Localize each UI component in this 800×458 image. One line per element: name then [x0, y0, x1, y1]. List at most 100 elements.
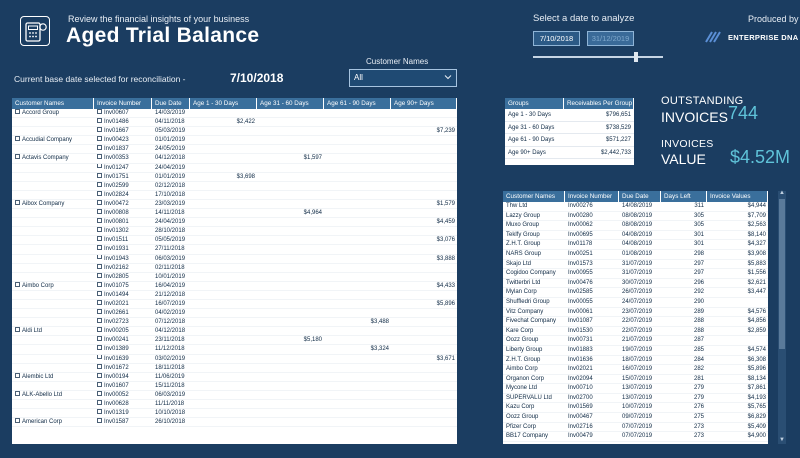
col-due-customer[interactable]: Customer Names	[503, 191, 565, 202]
customer-filter-label: Customer Names	[366, 57, 429, 66]
expand-icon[interactable]	[97, 318, 102, 324]
expand-icon[interactable]	[97, 254, 102, 260]
date-start-input[interactable]: 7/10/2018	[533, 31, 580, 46]
age-bucket-cell	[324, 191, 391, 199]
expand-icon[interactable]	[97, 163, 102, 169]
expand-icon[interactable]	[15, 372, 20, 378]
invoice-number: Inv02824	[104, 191, 129, 198]
expand-icon[interactable]	[97, 218, 102, 224]
amount-value: $9,059	[436, 273, 455, 280]
expand-icon[interactable]	[15, 281, 20, 287]
expand-icon[interactable]	[97, 145, 102, 151]
age-bucket-cell	[190, 327, 257, 335]
col-due-date2[interactable]: Due Date	[619, 191, 661, 202]
customer-cell: Accudial Company	[12, 136, 94, 144]
due-date-cell: 02/12/2018	[155, 182, 186, 189]
days-left: 297	[693, 270, 704, 277]
expand-icon[interactable]	[15, 136, 20, 142]
age-bucket-cell: $5,896	[391, 300, 457, 308]
age-bucket-cell	[257, 191, 324, 199]
col-days-left[interactable]: Days Left	[661, 191, 707, 202]
col-customer-names[interactable]: Customer Names	[12, 98, 94, 109]
col-age-31-60[interactable]: Age 31 - 60 Days	[257, 98, 324, 109]
amount-value: $4,459	[436, 219, 455, 226]
table-row: Vitz Company Inv00061 23/07/2019 289 $4,576	[503, 308, 768, 318]
expand-icon[interactable]	[97, 154, 102, 160]
age-bucket-cell	[190, 154, 257, 162]
expand-icon[interactable]	[97, 336, 102, 342]
expand-icon[interactable]	[15, 390, 20, 396]
amount-value: $7,586	[303, 264, 322, 271]
expand-icon[interactable]	[97, 281, 102, 287]
table-row: Muxo Group Inv00062 08/08/2019 305 $2,563	[503, 221, 768, 231]
age-bucket-cell: $7,406	[257, 182, 324, 190]
scroll-up-icon[interactable]: ▲	[779, 190, 785, 196]
customer-filter-dropdown[interactable]: All	[349, 69, 457, 87]
expand-icon[interactable]	[97, 136, 102, 142]
customer-cell	[12, 173, 94, 181]
table-row: Aldi Ltd Inv00205 04/12/2018 $9,085	[12, 327, 457, 337]
date-end-input[interactable]: 31/12/2019	[587, 31, 634, 46]
expand-icon[interactable]	[97, 272, 102, 278]
customer-cell	[12, 382, 94, 390]
expand-icon[interactable]	[97, 418, 102, 424]
invoice-number: Inv02661	[104, 310, 129, 317]
age-bucket-cell	[190, 282, 257, 290]
expand-icon[interactable]	[97, 400, 102, 405]
expand-icon[interactable]	[97, 327, 102, 333]
col-invoice-values[interactable]: Invoice Values	[707, 191, 768, 202]
expand-icon[interactable]	[97, 263, 102, 269]
expand-icon[interactable]	[15, 199, 20, 205]
expand-icon[interactable]	[97, 245, 102, 251]
expand-icon[interactable]	[97, 172, 102, 178]
expand-icon[interactable]	[97, 409, 102, 415]
expand-icon[interactable]	[97, 345, 102, 351]
date-range-slider[interactable]	[533, 56, 663, 58]
expand-icon[interactable]	[97, 309, 102, 314]
age-bucket-cell	[391, 227, 457, 235]
invoice-number: Inv00276	[568, 203, 593, 209]
expand-icon[interactable]	[15, 109, 20, 114]
expand-icon[interactable]	[97, 363, 102, 369]
expand-icon[interactable]	[97, 372, 102, 378]
scrollbar-thumb[interactable]	[779, 199, 785, 349]
invoice-cell: Inv02021	[94, 299, 152, 308]
age-bucket-cell	[257, 236, 324, 244]
expand-icon[interactable]	[97, 390, 102, 396]
col-age-90-plus[interactable]: Age 90+ Days	[391, 98, 457, 109]
expand-icon[interactable]	[97, 227, 102, 233]
expand-icon[interactable]	[97, 109, 102, 114]
age-bucket-cell: $4,459	[391, 218, 457, 226]
expand-icon[interactable]	[97, 381, 102, 387]
expand-icon[interactable]	[97, 236, 102, 242]
col-due-invoice[interactable]: Invoice Number	[565, 191, 619, 202]
expand-icon[interactable]	[97, 290, 102, 296]
kpi-outstanding-label: OUTSTANDING	[661, 95, 744, 107]
col-due-date[interactable]: Due Date	[152, 98, 190, 109]
expand-icon[interactable]	[97, 118, 102, 124]
expand-icon[interactable]	[97, 190, 102, 196]
expand-icon[interactable]	[97, 199, 102, 205]
invoice-number: Inv00353	[104, 155, 129, 162]
expand-icon[interactable]	[97, 209, 102, 214]
col-groups[interactable]: Groups	[505, 98, 564, 109]
expand-icon[interactable]	[97, 127, 102, 133]
col-age-61-90[interactable]: Age 61 - 90 Days	[324, 98, 391, 109]
expand-icon[interactable]	[15, 154, 20, 160]
customer-name: SUPERVALU Ltd	[506, 394, 552, 401]
age-bucket-cell	[257, 218, 324, 226]
customer-name: Aldi Ltd	[22, 328, 43, 335]
upcoming-invoices-table: Customer Names Invoice Number Due Date D…	[503, 191, 768, 444]
scroll-down-icon[interactable]: ▼	[779, 437, 785, 443]
expand-icon[interactable]	[15, 418, 20, 424]
customer-cell	[12, 309, 94, 317]
expand-icon[interactable]	[97, 181, 102, 187]
col-invoice-number[interactable]: Invoice Number	[94, 98, 152, 109]
col-age-1-30[interactable]: Age 1 - 30 Days	[190, 98, 257, 109]
col-receivables[interactable]: Receivables Per Group	[564, 98, 634, 109]
expand-icon[interactable]	[15, 327, 20, 333]
date-slider-handle[interactable]	[634, 52, 638, 62]
invoice-number: Inv00472	[104, 200, 129, 207]
expand-icon[interactable]	[97, 354, 102, 360]
expand-icon[interactable]	[97, 299, 102, 305]
